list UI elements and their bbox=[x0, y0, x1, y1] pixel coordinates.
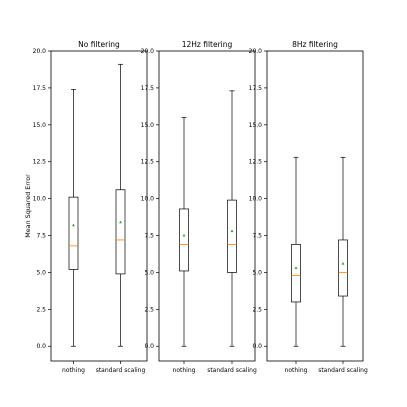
y-tick-label: 7.5 bbox=[252, 233, 262, 240]
y-axis-title: Mean Squared Error bbox=[24, 174, 32, 238]
y-tick-label: 20.0 bbox=[33, 48, 47, 55]
y-tick-label: 20.0 bbox=[141, 48, 155, 55]
box-body bbox=[338, 239, 348, 297]
mean-marker bbox=[72, 223, 75, 227]
box-1: nothing bbox=[62, 89, 85, 374]
box-2: standard scaling bbox=[318, 156, 368, 374]
box-body bbox=[68, 196, 79, 270]
box-body bbox=[115, 189, 126, 275]
plot-frame bbox=[266, 50, 364, 362]
box-1: nothing bbox=[285, 156, 308, 374]
y-tick-label: 17.5 bbox=[249, 85, 263, 92]
y-tick-label: 2.5 bbox=[144, 306, 154, 313]
mean-marker bbox=[230, 229, 234, 233]
mean-marker bbox=[182, 233, 186, 237]
y-tick-label: 0.0 bbox=[36, 343, 46, 350]
y-tick-label: 17.5 bbox=[33, 85, 47, 92]
y-tick-label: 12.5 bbox=[141, 159, 155, 166]
box-body bbox=[227, 199, 237, 273]
y-tick-label: 12.5 bbox=[249, 159, 263, 166]
y-tick-label: 17.5 bbox=[141, 85, 155, 92]
y-tick-label: 15.0 bbox=[33, 122, 47, 129]
y-tick-label: 10.0 bbox=[249, 196, 263, 203]
x-tick-label: standard scaling bbox=[207, 367, 257, 374]
y-tick-label: 15.0 bbox=[249, 122, 263, 129]
y-tick-label: 20.0 bbox=[249, 48, 263, 55]
mean-marker bbox=[119, 220, 122, 224]
box-1: nothing bbox=[173, 117, 196, 374]
y-tick-label: 5.0 bbox=[252, 269, 262, 276]
y-tick-label: 7.5 bbox=[144, 233, 154, 240]
box-body bbox=[179, 208, 189, 272]
plot-frame bbox=[158, 50, 256, 362]
x-tick-label: nothing bbox=[173, 367, 196, 374]
y-tick-label: 5.0 bbox=[144, 269, 154, 276]
subplot-2: 12Hz filtering 0.0 2.5 5.0 7.5 10.0 12.5 15.0 17… bbox=[141, 40, 257, 374]
x-tick-label: standard scaling bbox=[96, 367, 146, 374]
x-tick-label: standard scaling bbox=[318, 367, 368, 374]
y-tick-label: 2.5 bbox=[252, 306, 262, 313]
x-tick-label: nothing bbox=[62, 367, 85, 374]
mean-marker bbox=[294, 266, 298, 269]
box-body bbox=[291, 244, 301, 303]
subplots: No filtering 0.0 2.5 5.0 7.5 10.0 12.5 15.0 17.5… bbox=[24, 40, 368, 374]
y-tick-label: 12.5 bbox=[33, 159, 47, 166]
panel-title: 12Hz filtering bbox=[182, 40, 233, 49]
x-tick-label: nothing bbox=[285, 367, 308, 374]
subplot-3: 8Hz filtering 0.0 2.5 5.0 7.5 10.0 12.5 15.0 17.… bbox=[249, 40, 368, 374]
y-tick-label: 10.0 bbox=[141, 196, 155, 203]
plot-frame bbox=[50, 50, 148, 362]
panel-title: No filtering bbox=[78, 40, 120, 49]
box-2: standard scaling bbox=[207, 90, 257, 374]
subplot-1: No filtering 0.0 2.5 5.0 7.5 10.0 12.5 15.0 17.5… bbox=[24, 40, 148, 374]
y-tick-label: 7.5 bbox=[36, 233, 46, 240]
panel-title: 8Hz filtering bbox=[292, 40, 338, 49]
y-tick-label: 15.0 bbox=[141, 122, 155, 129]
box-2: standard scaling bbox=[96, 63, 146, 374]
mean-marker bbox=[341, 261, 345, 265]
y-tick-label: 10.0 bbox=[33, 196, 47, 203]
y-tick-label: 0.0 bbox=[144, 343, 154, 350]
y-tick-label: 2.5 bbox=[36, 306, 46, 313]
y-tick-label: 5.0 bbox=[36, 269, 46, 276]
y-tick-label: 0.0 bbox=[252, 343, 262, 350]
